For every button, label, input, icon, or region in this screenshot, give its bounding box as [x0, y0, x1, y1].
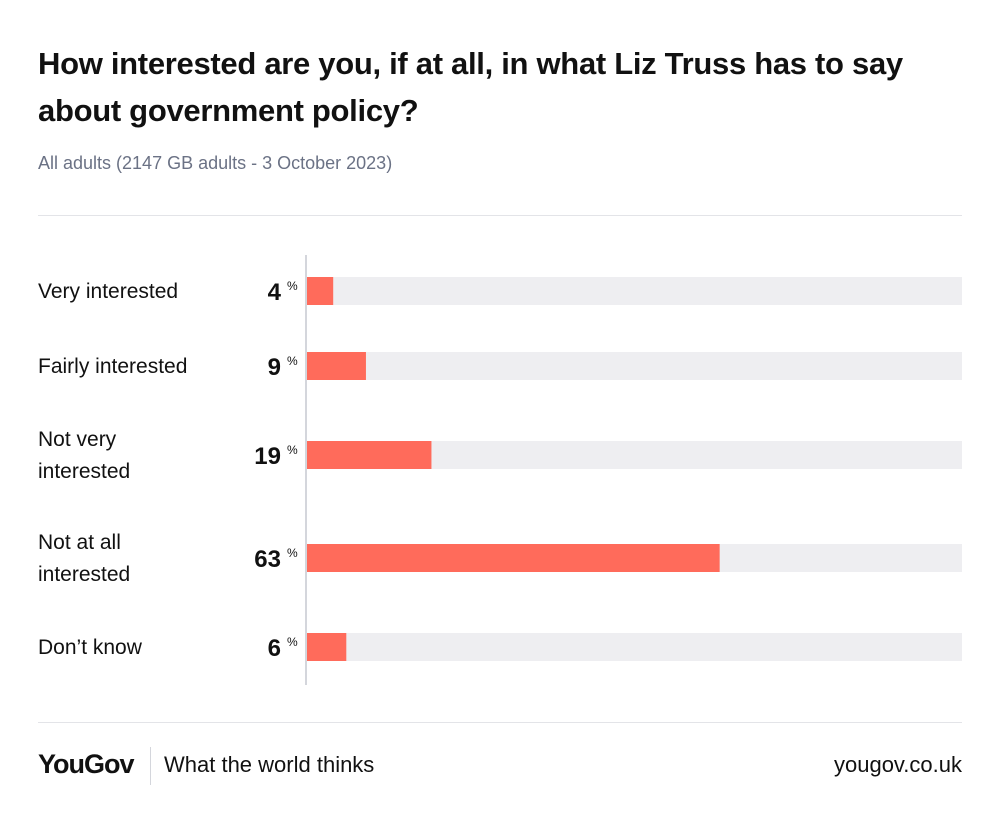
chart-title: How interested are you, if at all, in wh…	[38, 46, 903, 128]
chart-subtitle: All adults (2147 GB adults - 3 October 2…	[38, 153, 393, 173]
category-label: Don’t know	[38, 636, 143, 659]
yougov-logo[interactable]: YouGov	[38, 749, 135, 779]
bar[interactable]	[307, 544, 720, 572]
bar-track	[307, 277, 962, 305]
value-label: 6	[268, 635, 281, 662]
value-label: 63	[254, 546, 281, 573]
percent-sign: %	[287, 279, 298, 293]
category-label: Very interested	[38, 280, 178, 303]
footer-divider-line	[38, 722, 962, 723]
value-label: 9	[268, 354, 281, 381]
value-label: 19	[254, 443, 281, 470]
bar[interactable]	[307, 441, 432, 469]
bar-track	[307, 633, 962, 661]
category-label: Not at all interested	[38, 531, 130, 586]
percent-sign: %	[287, 546, 298, 560]
value-label: 4	[268, 279, 282, 306]
percent-sign: %	[287, 443, 298, 457]
bar-track	[307, 352, 962, 380]
percent-sign: %	[287, 354, 298, 368]
header-divider	[38, 215, 962, 216]
category-label: Not very interested	[38, 428, 130, 483]
percent-sign: %	[287, 635, 298, 649]
footer-tagline: What the world thinks	[164, 752, 375, 777]
bar[interactable]	[307, 277, 334, 305]
category-label: Fairly interested	[38, 355, 187, 378]
bar-chart: Very interested 4 % Fairly interested 9 % Not …	[38, 255, 962, 685]
footer-vertical-divider	[150, 747, 151, 785]
footer-url-link[interactable]: yougov.co.uk	[833, 752, 962, 777]
bar[interactable]	[307, 633, 347, 661]
bar[interactable]	[307, 352, 366, 380]
